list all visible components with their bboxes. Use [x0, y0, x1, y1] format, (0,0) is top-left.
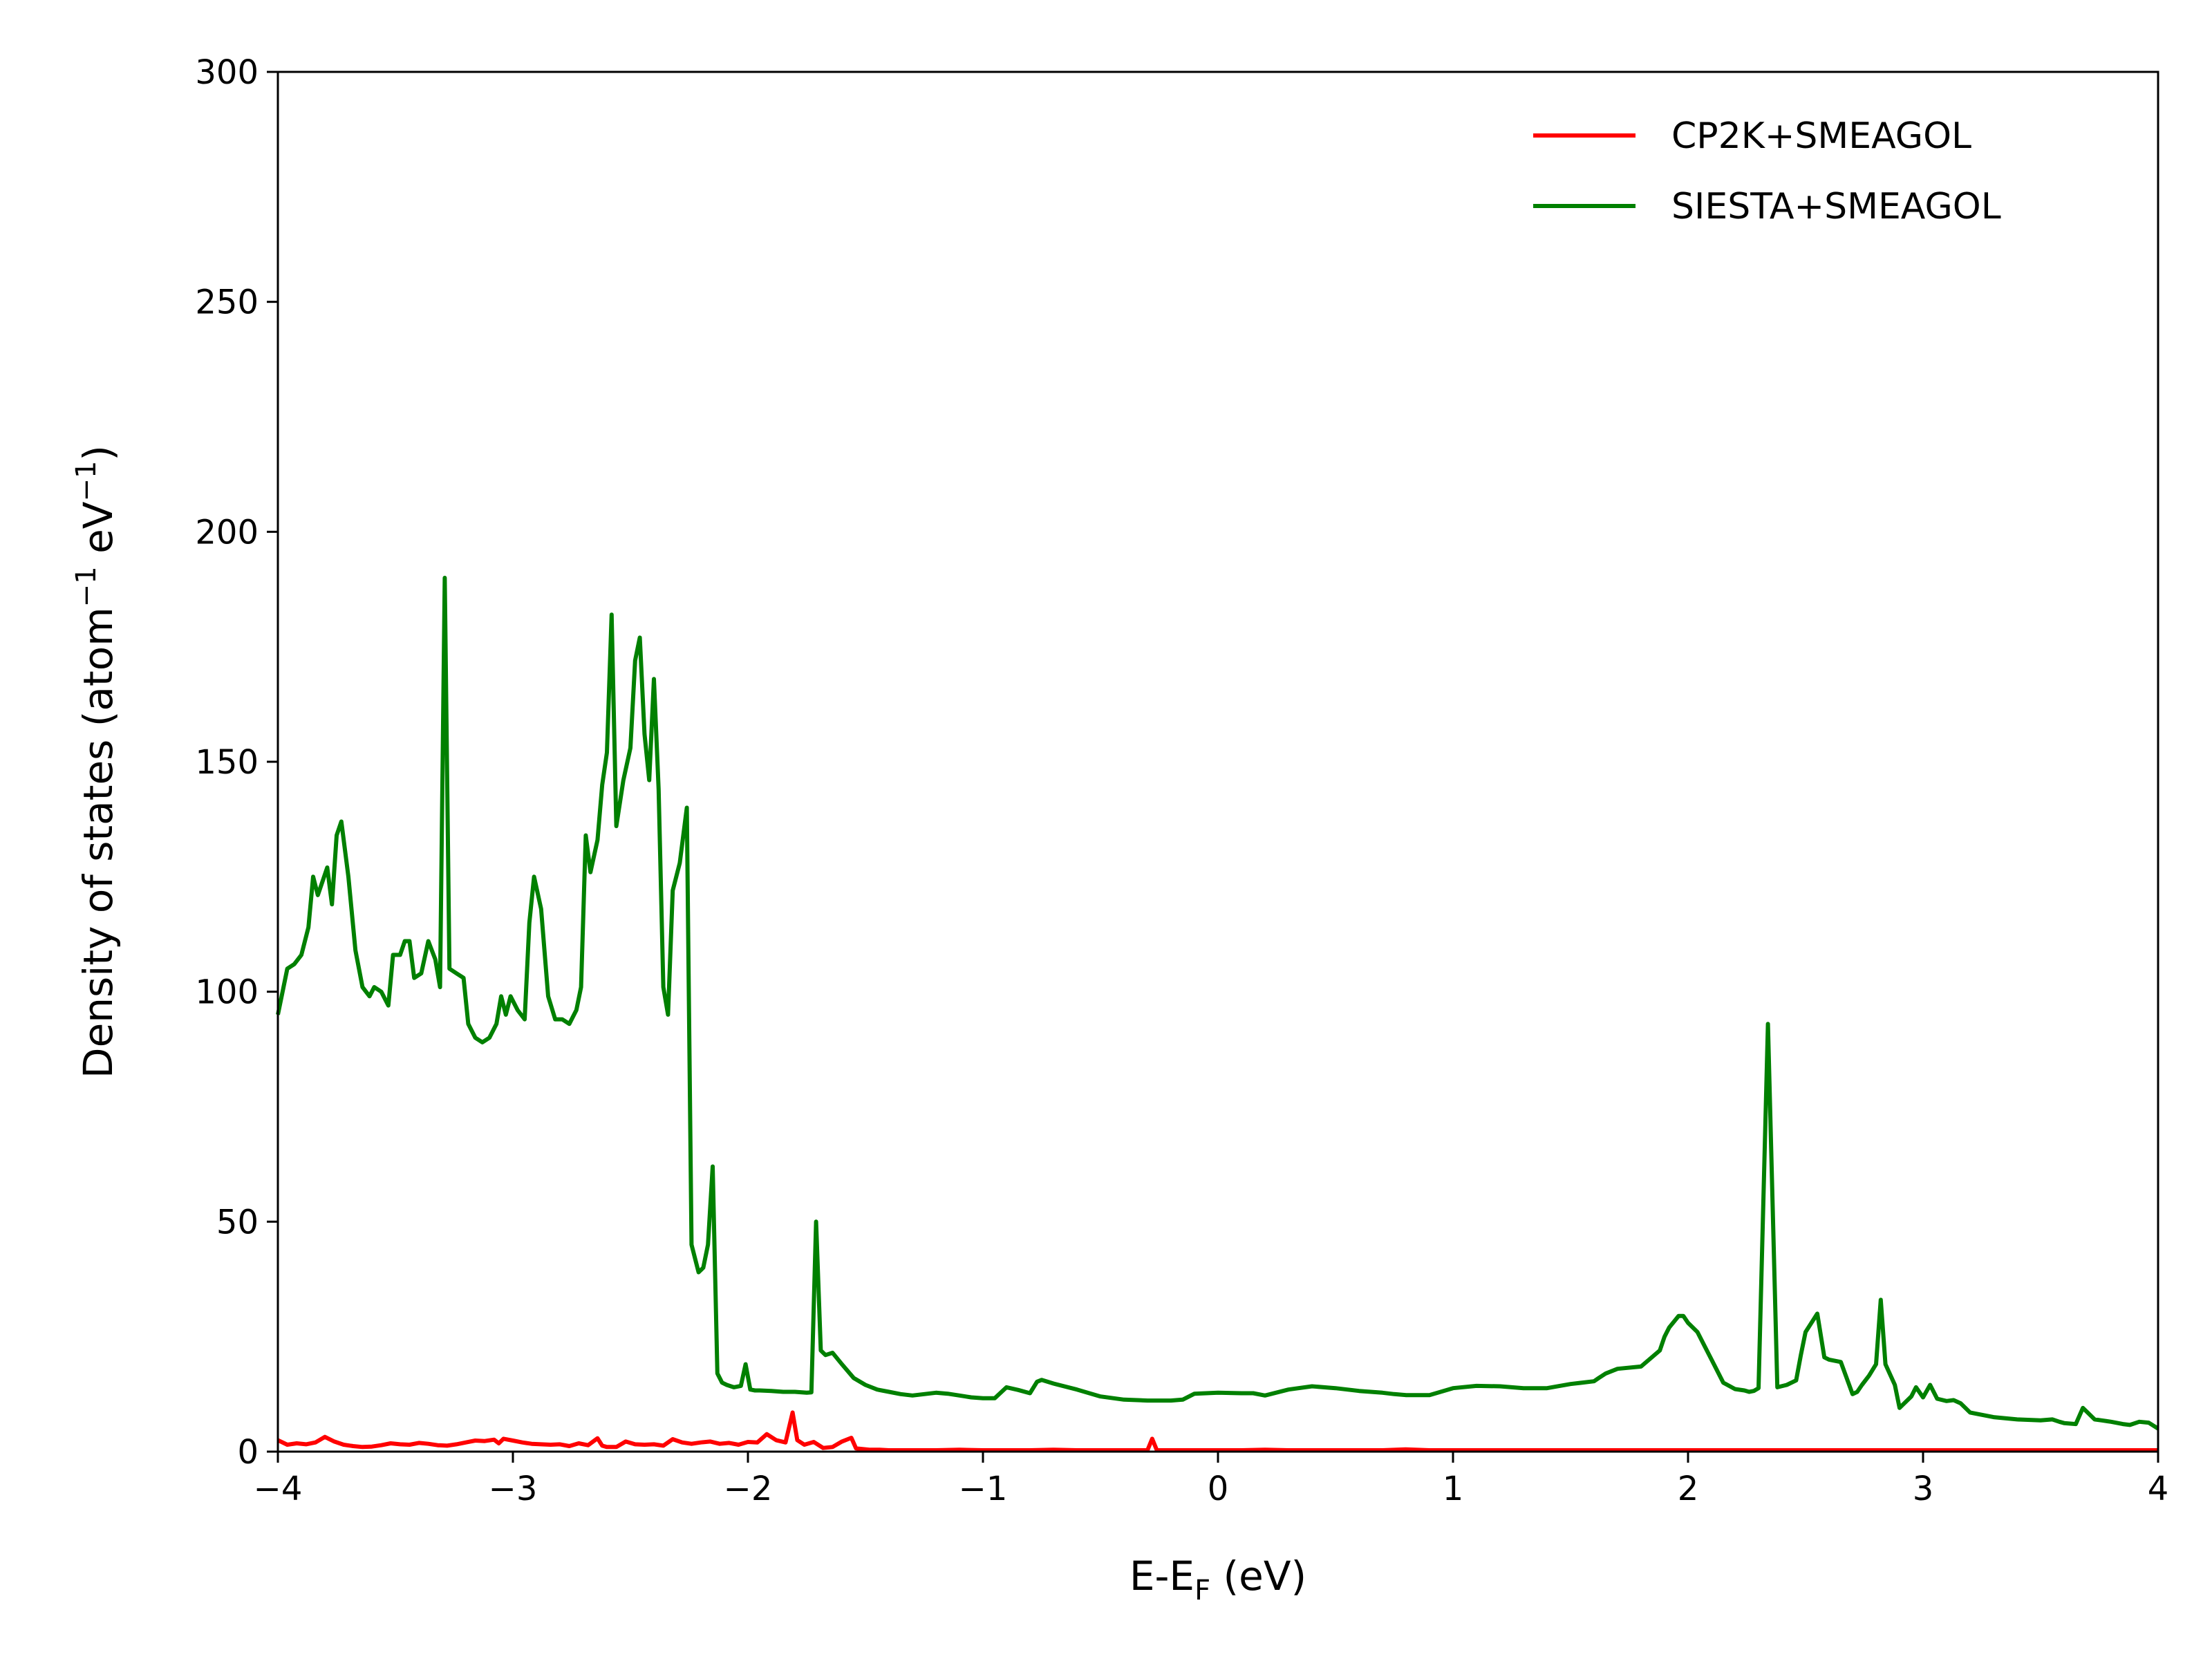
series-line-cp2k	[276, 1410, 2158, 1452]
x-tick-label: −2	[724, 1470, 773, 1508]
x-axis-label-main: E-E	[1130, 1553, 1194, 1600]
plot-frame	[276, 71, 2159, 1453]
x-tick-label: −3	[489, 1470, 538, 1508]
x-tick-label: 3	[1913, 1470, 1934, 1508]
x-axis: −4 −3 −2 −1 0 1 2 3 4	[254, 1452, 2169, 1508]
y-tick-label: 300	[195, 53, 259, 92]
legend-label-siesta: SIESTA+SMEAGOL	[1671, 186, 2001, 227]
y-tick-label: 100	[195, 973, 259, 1012]
x-tick-label: 2	[1678, 1470, 1699, 1508]
x-axis-label-tail: (eV)	[1210, 1553, 1306, 1600]
x-tick-label: 4	[2148, 1470, 2169, 1508]
x-tick-label: 1	[1443, 1470, 1464, 1508]
x-axis-label-subscript: F	[1194, 1575, 1210, 1606]
legend-label-cp2k: CP2K+SMEAGOL	[1671, 115, 1971, 157]
x-tick-label: −1	[959, 1470, 1008, 1508]
y-tick-label: 250	[195, 283, 259, 322]
x-tick-label: −4	[254, 1470, 303, 1508]
y-axis: 0 50 100 150 200 250 300	[195, 53, 278, 1472]
y-tick-label: 150	[195, 743, 259, 782]
legend: CP2K+SMEAGOL SIESTA+SMEAGOL	[1533, 115, 2001, 227]
y-axis-label-sup2: −1	[71, 461, 102, 502]
y-axis-label-part1: Density of states (atom	[75, 607, 122, 1078]
y-axis-label-sup1: −1	[71, 566, 102, 607]
y-axis-label: Density of states (atom−1 eV−1)	[71, 445, 122, 1078]
y-tick-label: 200	[195, 513, 259, 552]
series-lines	[276, 575, 2159, 1452]
y-tick-label: 0	[237, 1433, 259, 1472]
x-axis-label: E-EF (eV)	[1130, 1553, 1306, 1606]
x-tick-label: 0	[1208, 1470, 1229, 1508]
y-tick-label: 50	[216, 1203, 259, 1241]
series-line-siesta	[276, 575, 2159, 1431]
y-axis-label-part2: eV	[75, 501, 122, 566]
y-axis-label-part3: )	[75, 445, 122, 461]
